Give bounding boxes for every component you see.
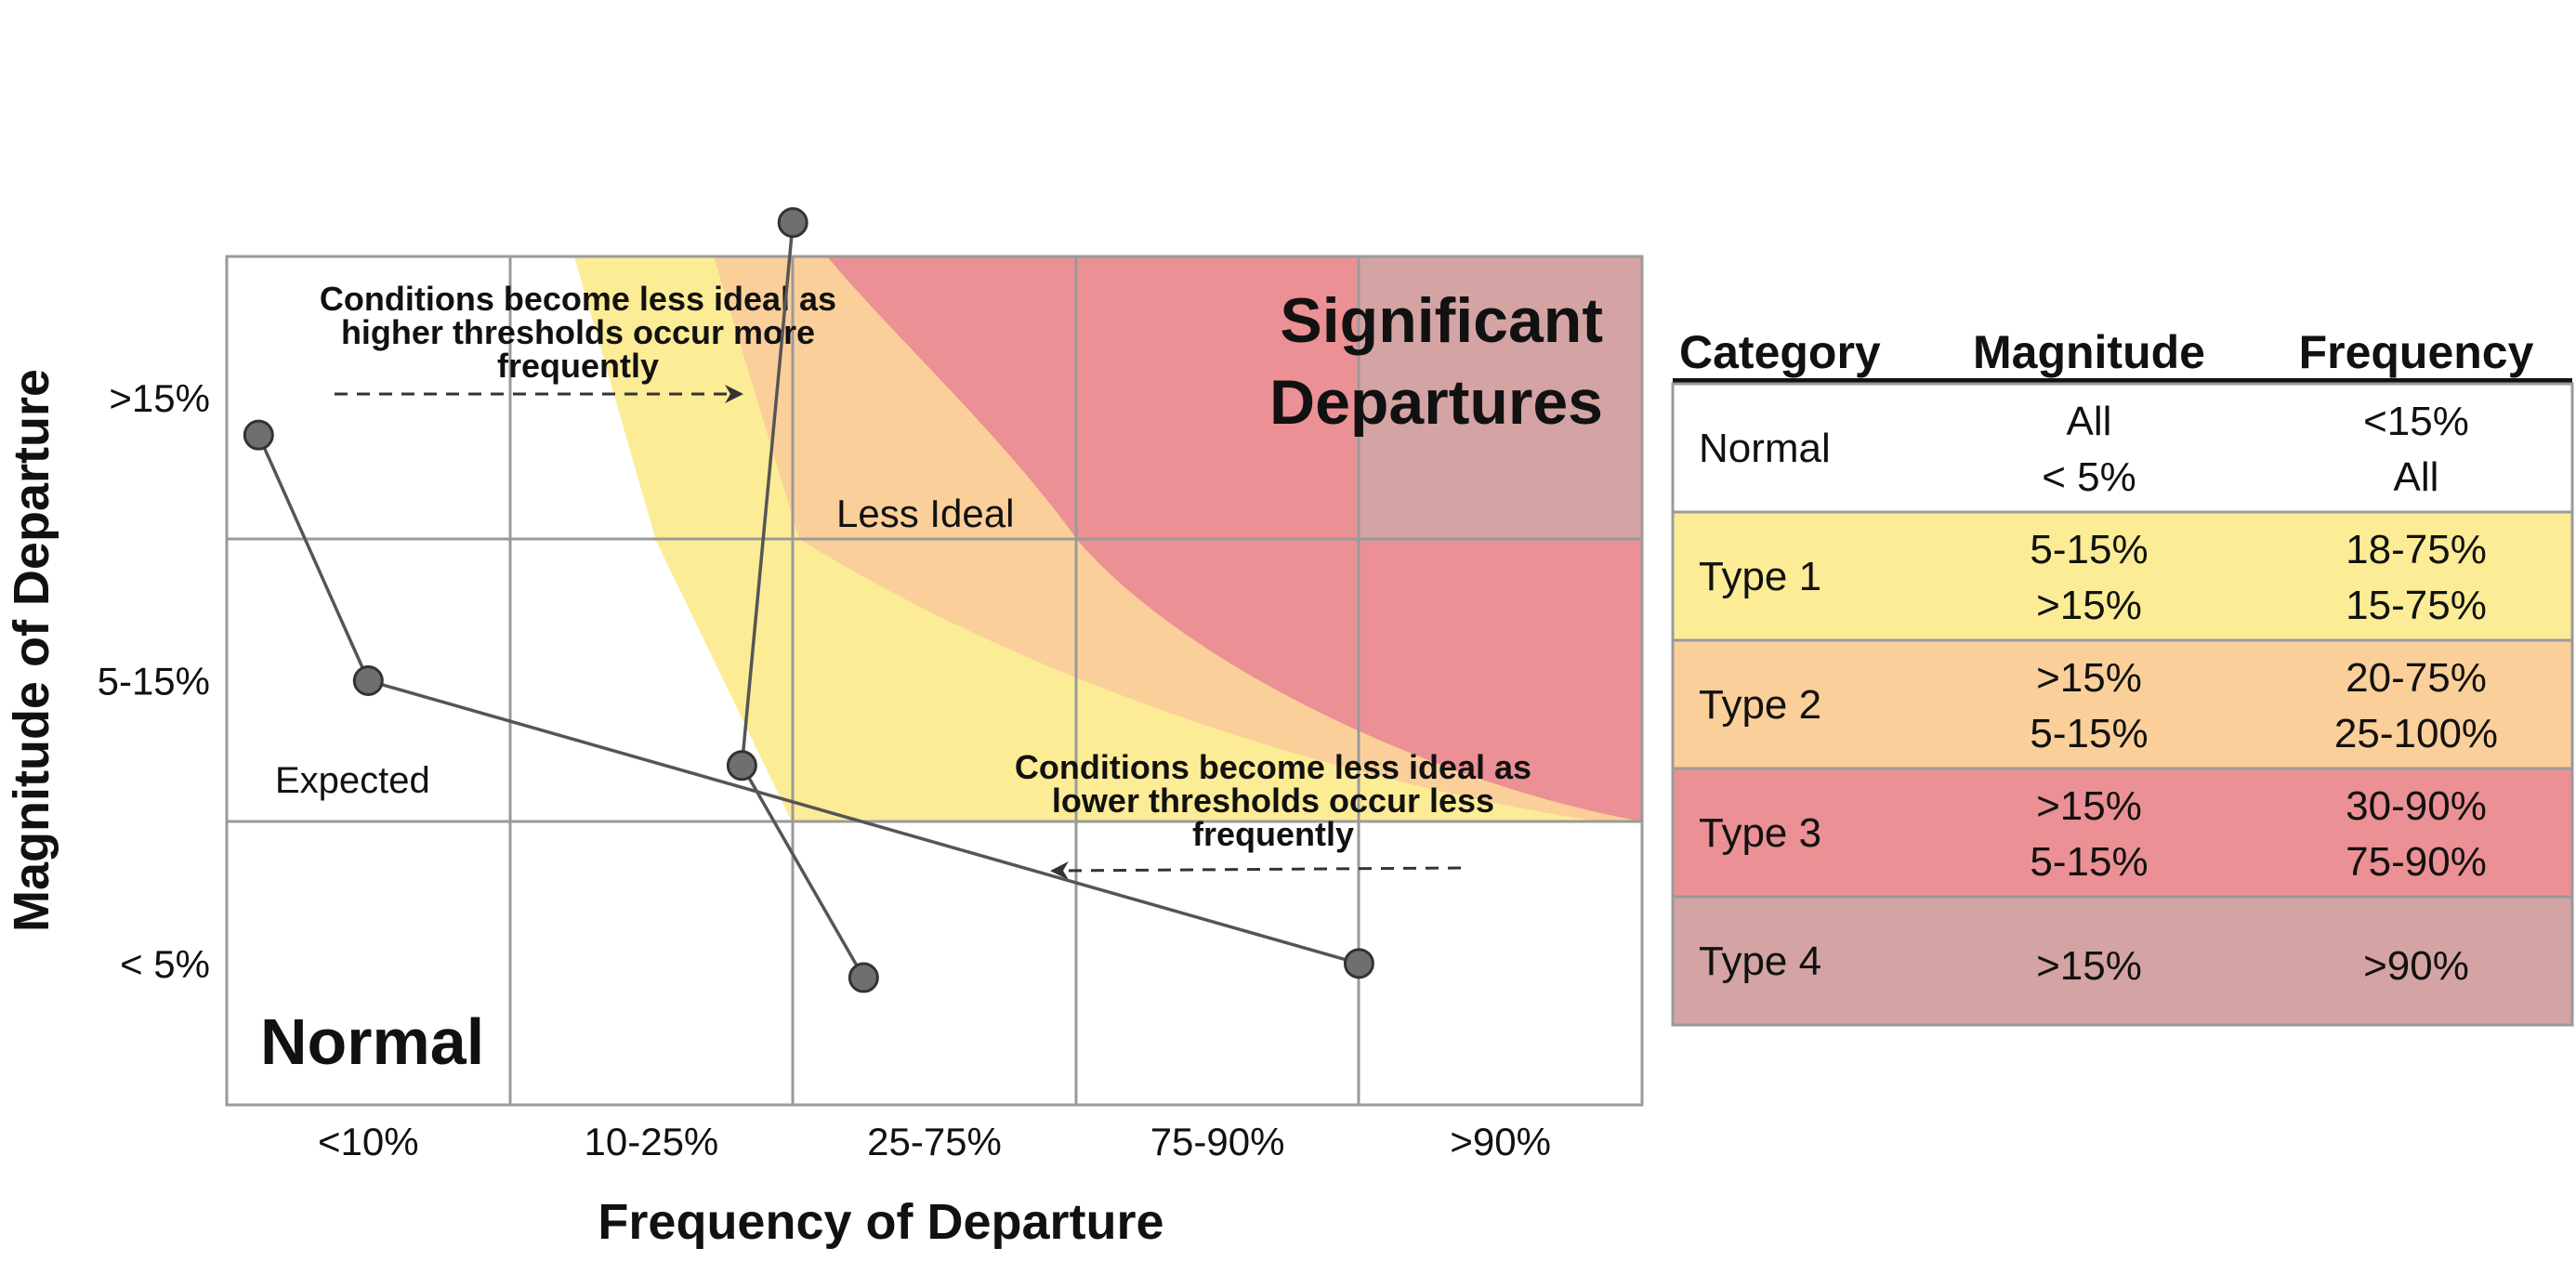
table-row: Type 2 >15% 5-15% 20-75% 25-100% — [1671, 638, 2574, 770]
table-header: Category — [1679, 326, 1881, 378]
table-cell-frequency: 18-75% — [2346, 527, 2487, 572]
table-header: Magnitude — [1973, 326, 2205, 378]
x-tick-label: 25-75% — [867, 1120, 1002, 1163]
table-row-background — [1671, 895, 2574, 1027]
type4-zone — [1359, 256, 1642, 541]
table-row: Type 1 5-15% >15% 18-75% 15-75% — [1671, 510, 2574, 642]
x-tick-label: 75-90% — [1150, 1120, 1285, 1163]
table-row-background — [1671, 767, 2574, 899]
table-cell-category: Type 3 — [1699, 810, 1821, 856]
table-cell-magnitude: 5-15% — [2030, 527, 2148, 572]
table-cell-frequency: 75-90% — [2346, 839, 2487, 885]
x-tick-label: <10% — [318, 1120, 419, 1163]
top-annotation: Conditions become less ideal as higher t… — [320, 280, 836, 403]
table-cell-magnitude: >15% — [2036, 943, 2142, 989]
table-cell-magnitude: >15% — [2036, 655, 2142, 701]
y-tick-label: 5-15% — [98, 660, 210, 703]
data-point — [1343, 948, 1374, 979]
data-point — [777, 206, 808, 238]
data-point — [848, 962, 879, 993]
plot-frame — [225, 255, 1644, 1107]
data-point — [352, 665, 384, 696]
table-row: Type 4 >15% >90% — [1671, 895, 2574, 1027]
y-axis-title: Magnitude of Departure — [4, 369, 59, 932]
table-cell-category: Normal — [1699, 426, 1831, 471]
data-point — [726, 750, 757, 782]
table-cell-frequency: 30-90% — [2346, 783, 2487, 829]
y-tick-labels: < 5% 5-15% >15% — [98, 376, 210, 986]
table-cell-frequency: 25-100% — [2334, 711, 2498, 756]
category-table: Category Magnitude Frequency Normal All < 5% <… — [1671, 326, 2574, 1027]
annotation-line: Conditions become less ideal as — [320, 280, 836, 318]
annotation-line: frequently — [497, 347, 659, 385]
series-layer — [243, 206, 1374, 993]
x-tick-labels: <10% 10-25% 25-75% 75-90% >90% — [318, 1120, 1551, 1163]
table-cell-magnitude: < 5% — [2042, 454, 2136, 500]
table-cell-category: Type 1 — [1699, 554, 1821, 599]
annotation-line: higher thresholds occur more — [341, 313, 815, 351]
table-cell-frequency: >90% — [2363, 943, 2469, 989]
table-row-background — [1671, 638, 2574, 770]
less-ideal-label: Less Ideal — [836, 492, 1014, 535]
significant-departures-label: Significant — [1280, 285, 1603, 356]
x-axis-title: Frequency of Departure — [598, 1194, 1163, 1250]
annotation-line: frequently — [1192, 815, 1354, 853]
table-cell-category: Type 4 — [1699, 939, 1821, 984]
significant-departures-label: Departures — [1269, 367, 1603, 438]
bottom-annotation: Conditions become less ideal as lower th… — [1015, 748, 1531, 880]
y-tick-label: >15% — [109, 376, 210, 420]
table-cell-frequency: All — [2394, 454, 2439, 500]
left-arrow — [1050, 860, 1462, 880]
x-tick-label: 10-25% — [585, 1120, 719, 1163]
annotation-line: lower thresholds occur less — [1052, 782, 1494, 820]
table-row-background — [1671, 382, 2574, 514]
expected-label: Expected — [275, 760, 430, 801]
table-cell-magnitude: >15% — [2036, 583, 2142, 628]
data-point — [243, 419, 274, 451]
table-row-background — [1671, 510, 2574, 642]
table-cell-magnitude: >15% — [2036, 783, 2142, 829]
y-tick-label: < 5% — [120, 942, 210, 986]
annotation-line: Conditions become less ideal as — [1015, 748, 1531, 786]
table-row: Normal All < 5% <15% All — [1671, 382, 2574, 514]
table-row: Type 3 >15% 5-15% 30-90% 75-90% — [1671, 767, 2574, 899]
table-header: Frequency — [2299, 326, 2534, 378]
table-cell-frequency: <15% — [2363, 399, 2469, 444]
x-tick-label: >90% — [1450, 1120, 1551, 1163]
table-cell-frequency: 20-75% — [2346, 655, 2487, 701]
table-cell-frequency: 15-75% — [2346, 583, 2487, 628]
table-cell-magnitude: 5-15% — [2030, 711, 2148, 756]
table-cell-magnitude: All — [2067, 399, 2112, 444]
table-cell-category: Type 2 — [1699, 682, 1821, 728]
table-cell-magnitude: 5-15% — [2030, 839, 2148, 885]
normal-region-label: Normal — [260, 1005, 484, 1078]
